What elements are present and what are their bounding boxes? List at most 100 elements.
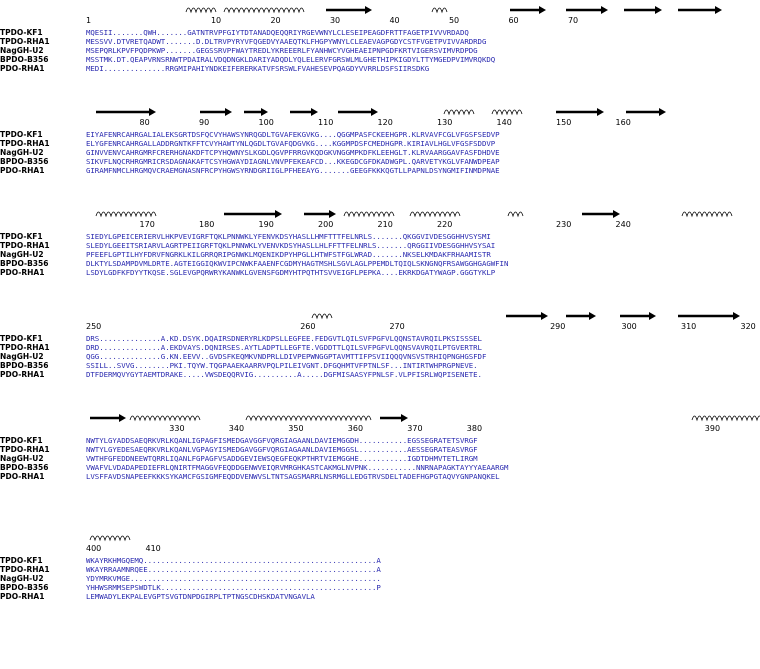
aligned-sequence: DTFDERMQVYGYTAEMTDRAKE.....VWSDEQQRVIG..… [86,370,482,379]
aligned-sequence: SIEDYLGPEICERIERVLHKPVEVIGRFTQKLPNNWKLYF… [86,232,491,241]
sequence-row: TPDO-RHA1 WKAYRRAAMNRQEE.................… [0,565,760,574]
sequence-name: NagGH-U2 [0,574,44,583]
position-number: 250 [86,322,102,331]
sequence-row: PDO-RHA1 LSDYLGDFKFDYYTKQSE.SGLEVGPQRWRYK… [0,268,760,277]
sequence-name: NagGH-U2 [0,352,44,361]
beta-strand-arrow [556,108,604,116]
position-number: 40 [389,16,400,25]
sequence-row: NagGH-U2 GINVVENVCAHRGMRFCRERHGNAKDFTCPYH… [0,148,760,157]
sequence-name: TPDO-RHA1 [0,565,50,574]
beta-strand-arrow [200,108,232,116]
beta-strand-arrow [244,108,268,116]
aligned-sequence: EIYAFENRCAHRGALIALEKSGRTDSFQCVYHAWSYNRQG… [86,130,500,139]
position-ruler: 400 410 [0,544,760,554]
sequence-name: TPDO-RHA1 [0,343,50,352]
beta-strand-arrow [304,210,336,218]
sequence-name: BPDO-B356 [0,361,49,370]
aligned-sequence: SSILL..SVVG........PKI.TQYW.TQGPAAEKAARR… [86,361,478,370]
secondary-structure-svg [95,210,733,218]
beta-strand-arrow [96,108,156,116]
secondary-structure-svg [311,312,740,320]
secondary-structure-track [0,412,760,424]
position-number: 330 [169,424,185,433]
alpha-helix-coil [129,415,201,422]
position-number: 90 [199,118,210,127]
alpha-helix-coil [507,211,524,218]
alpha-helix-coil [223,7,305,14]
position-number: 150 [556,118,572,127]
secondary-structure-track [0,532,760,544]
beta-strand-arrow [566,312,596,320]
position-number: 120 [377,118,393,127]
beta-strand-arrow [566,6,608,14]
sequence-row: TPDO-KF1 EIYAFENRCAHRGALIALEKSGRTDSFQCVYH… [0,130,760,139]
alpha-helix-coil [89,535,131,542]
sequence-row: PDO-RHA1 DTFDERMQVYGYTAEMTDRAKE.....VWSDE… [0,370,760,379]
beta-strand-arrow [506,312,548,320]
position-number: 70 [567,16,579,25]
position-number: 240 [615,220,631,229]
sequence-row: NagGH-U2 VWTHFGFEDDNEEWTQRRLIQANLFGPAGFVS… [0,454,760,463]
position-number: 300 [621,322,637,331]
beta-strand-arrow [624,6,662,14]
sequence-name: BPDO-B356 [0,55,49,64]
aligned-sequence: NWTYLGYADDSAEQRKVRLKQANLIGPAGFISMEDGAVGG… [86,436,478,445]
aligned-sequence: GIRAMFNMCLHRGMQVCRAEMGNASNFRCPYHGWSYRNDG… [86,166,500,175]
secondary-structure-track [0,208,760,220]
alpha-helix-coil [681,211,733,218]
aligned-sequence: MEDI..............RRGMIPAHIYNDKEIFERERKA… [86,64,430,73]
position-number: 220 [437,220,453,229]
sequence-name: TPDO-KF1 [0,130,43,139]
position-number: 160 [615,118,631,127]
aligned-sequence: DRD..............A.EKDVAYS.DQNIRSES.AYTL… [86,343,482,352]
secondary-structure-svg [185,6,722,14]
aligned-sequence: QGG..............G.KN.EEVV..GVDSFKEQMKVN… [86,352,487,361]
aligned-sequence: LEMWADYLEKPALEVGPTSVGTDNPDGIRPLTPTNGSCDH… [86,592,315,601]
position-number: 180 [199,220,215,229]
beta-strand-arrow [626,108,666,116]
sequence-row: BPDO-B356 SSILL..SVVG........PKI.TQYW.TQG… [0,361,760,370]
alpha-helix-coil [691,415,760,422]
sequence-row: PDO-RHA1 LEMWADYLEKPALEVGPTSVGTDNPDGIRPLT… [0,592,760,601]
sequence-row: NagGH-U2 PFEEFLGPTILHYFDRVFNGRKLKILGRRQRI… [0,250,760,259]
sequence-name: TPDO-KF1 [0,556,43,565]
sequence-name: TPDO-KF1 [0,436,43,445]
position-number: 360 [347,424,364,433]
beta-strand-arrow [620,312,656,320]
sequence-name: PDO-RHA1 [0,64,45,73]
position-number: 400 [86,544,102,553]
sequence-row: NagGH-U2 MSEPQRLKPVFPQDPKWP.......GEGSSRV… [0,46,760,55]
aligned-sequence: VWTHFGFEDDNEEWTQRRLIQANLFGPAGFVSADDGEVIE… [86,454,478,463]
aligned-sequence: ELYGFENRCAHRGALLADDRGNTKFFTCVYHAWTYNLQGD… [86,139,496,148]
sequence-name: NagGH-U2 [0,454,44,463]
position-number: 260 [300,322,316,331]
aligned-sequence: VWAFVLVDADAPEDIEFRLQNIRTFMAGGVFEQDDGENWV… [86,463,509,472]
position-number: 50 [448,16,460,25]
sequence-row: TPDO-KF1 SIEDYLGPEICERIERVLHKPVEVIGRFTQKL… [0,232,760,241]
alpha-helix-coil [491,109,523,116]
aligned-sequence: SIKVFLNQCRHRGMRICRSDAGNAKAFTCSYHGWAYDIAG… [86,157,500,166]
position-number: 380 [466,424,483,433]
aligned-sequence: WKAYRKHMGQEMQ...........................… [86,556,381,565]
aligned-sequence: PFEEFLGPTILHYFDRVFNGRKLKILGRRQRIPGNWKLMQ… [86,250,491,259]
aligned-sequence: NWTYLGYEDESAEQRKVRLKQANLVGPAGYISMEDGAVGG… [86,445,478,454]
sequence-row: TPDO-KF1 DRS..............A.KD.DSYK.DQAIR… [0,334,760,343]
secondary-structure-track [0,310,760,322]
sequence-row: TPDO-RHA1 MESSVV.DTVRETQADWT.......D.DLTR… [0,37,760,46]
position-number: 1 [86,16,92,25]
sequence-name: TPDO-RHA1 [0,37,50,46]
beta-strand-arrow [290,108,318,116]
position-number: 130 [437,118,453,127]
position-number: 30 [329,16,341,25]
position-number: 170 [139,220,155,229]
position-number: 80 [139,118,150,127]
sequence-name: PDO-RHA1 [0,166,45,175]
sequence-row: PDO-RHA1 MEDI..............RRGMIPAHIYNDKE… [0,64,760,73]
sequence-row: PDO-RHA1 LVSFFAVDSNAPEEFKKKSYKAMCFGSIGMFE… [0,472,760,481]
secondary-structure-svg [90,414,760,422]
beta-strand-arrow [582,210,620,218]
position-number: 270 [389,322,405,331]
position-ruler: 80 90 100 110 120 130 140 150 160 [0,118,760,128]
alpha-helix-coil [431,7,448,14]
position-number: 200 [318,220,334,229]
